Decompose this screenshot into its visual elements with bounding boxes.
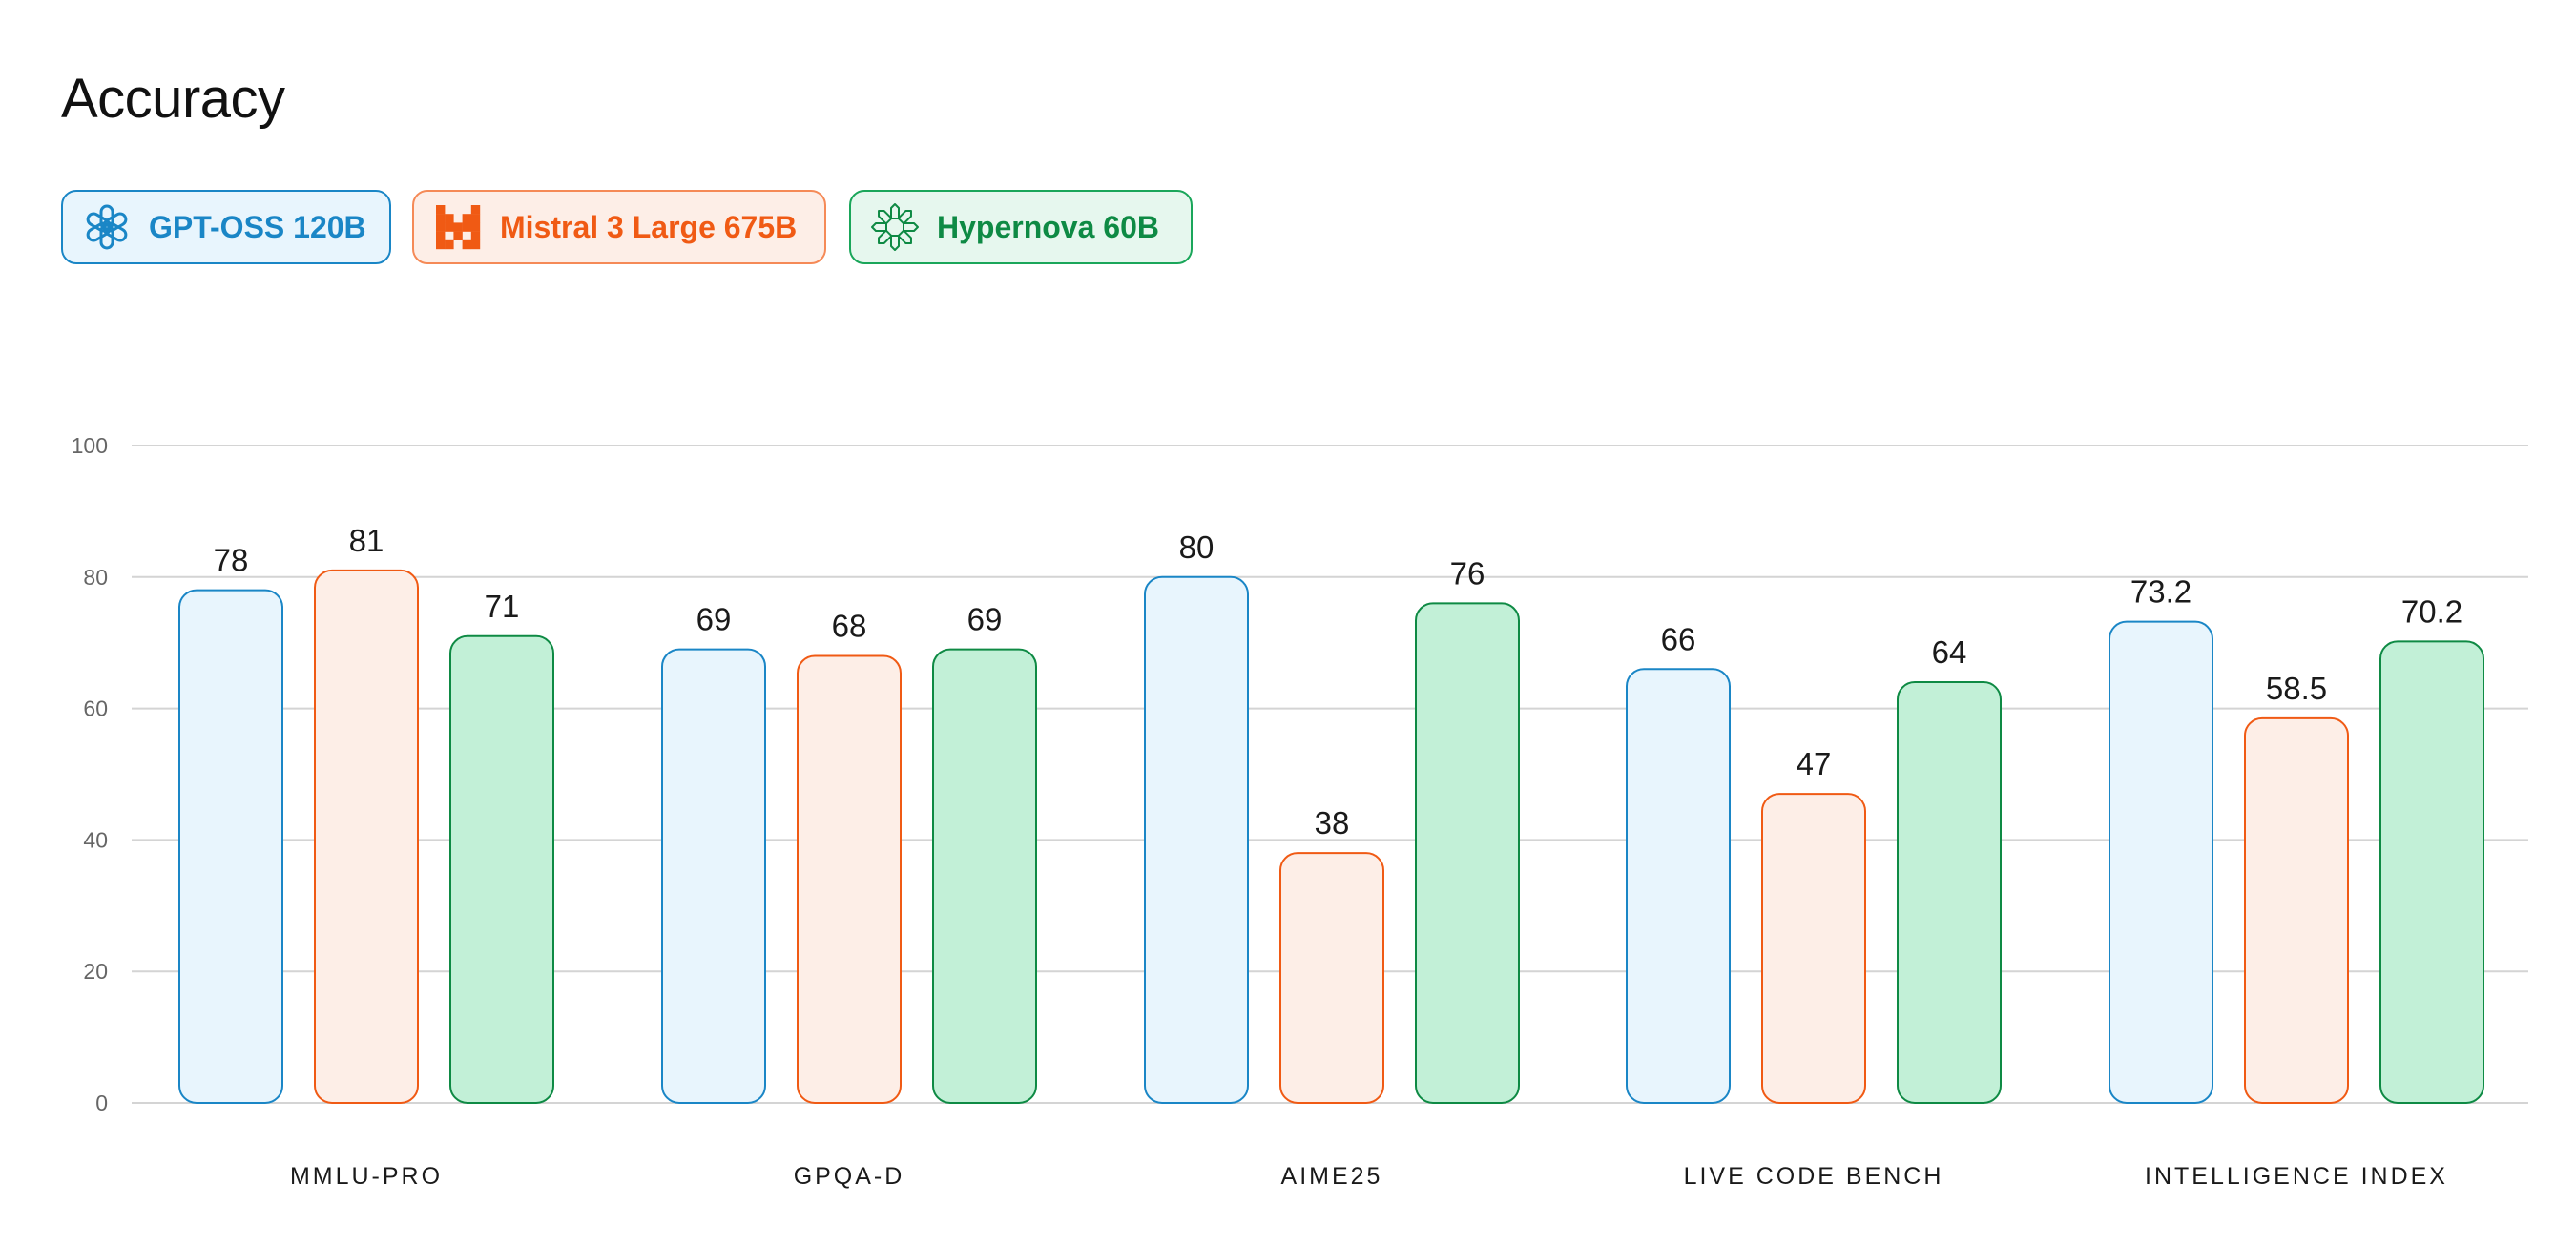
bar [1761, 793, 1866, 1104]
y-tick-label: 0 [95, 1090, 108, 1115]
bar [661, 648, 766, 1105]
bar [178, 589, 283, 1104]
bar [2244, 716, 2349, 1104]
data-label: 81 [349, 523, 384, 558]
data-label: 58.5 [2266, 671, 2327, 706]
data-label: 64 [1932, 634, 1967, 670]
chart-title: Accuracy [61, 68, 285, 130]
openai-logo-icon [86, 204, 128, 250]
x-category-label: INTELLIGENCE INDEX [2145, 1163, 2448, 1190]
y-tick-label: 60 [83, 696, 108, 721]
x-category-label: AIME25 [1281, 1163, 1383, 1190]
data-label: 69 [696, 602, 732, 637]
y-tick-label: 20 [83, 959, 108, 984]
legend-item-hypernova-60b[interactable]: Hypernova 60B [849, 190, 1193, 264]
legend-item-gpt-oss-120b[interactable]: GPT-OSS 120B [61, 190, 391, 264]
bar [449, 634, 554, 1104]
data-label: 47 [1797, 746, 1832, 781]
data-label: 78 [214, 543, 249, 578]
bar [1279, 852, 1384, 1104]
x-category-label: GPQA-D [794, 1163, 905, 1190]
y-tick-label: 100 [72, 433, 108, 458]
bar [314, 569, 419, 1104]
legend-label-gpt-oss-120b: GPT-OSS 120B [149, 209, 366, 244]
legend-label-mistral-3-large-675b: Mistral 3 Large 675B [500, 209, 798, 244]
bar [2109, 620, 2213, 1104]
bar [1144, 575, 1249, 1104]
data-label: 38 [1315, 805, 1350, 841]
data-label: 80 [1179, 530, 1215, 565]
data-label: 66 [1661, 621, 1696, 656]
mistral-logo-icon [436, 205, 481, 250]
bar [2379, 640, 2484, 1105]
hypernova-logo-icon [871, 203, 919, 251]
data-label: 76 [1450, 555, 1485, 591]
y-tick-label: 80 [83, 565, 108, 590]
data-label: 70.2 [2401, 593, 2462, 629]
bar [1415, 602, 1520, 1104]
legend-item-mistral-3-large-675b[interactable]: Mistral 3 Large 675B [412, 190, 826, 264]
data-label: 73.2 [2130, 574, 2192, 610]
data-label: 71 [485, 589, 520, 624]
bar [1897, 681, 2002, 1104]
legend-label-hypernova-60b: Hypernova 60B [937, 209, 1159, 244]
x-category-label: LIVE CODE BENCH [1684, 1163, 1944, 1190]
data-label: 68 [832, 608, 867, 643]
data-label: 69 [967, 602, 1003, 637]
bar [1626, 668, 1731, 1104]
bar [932, 648, 1037, 1105]
bar [797, 654, 902, 1104]
x-category-label: MMLU-PRO [290, 1163, 443, 1190]
y-tick-label: 40 [83, 827, 108, 852]
